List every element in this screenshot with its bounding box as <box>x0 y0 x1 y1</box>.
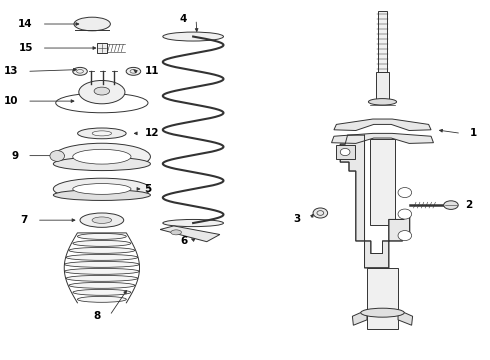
Polygon shape <box>352 310 367 325</box>
Text: 10: 10 <box>4 96 18 106</box>
Circle shape <box>398 209 412 219</box>
Bar <box>376 72 389 101</box>
Ellipse shape <box>73 149 131 164</box>
Ellipse shape <box>50 150 65 161</box>
Ellipse shape <box>443 201 458 210</box>
Text: 2: 2 <box>465 200 472 210</box>
Ellipse shape <box>53 190 150 201</box>
Ellipse shape <box>53 157 150 171</box>
Text: 1: 1 <box>470 129 477 138</box>
Ellipse shape <box>80 213 123 227</box>
Ellipse shape <box>94 87 110 95</box>
Ellipse shape <box>92 217 112 224</box>
Text: 6: 6 <box>180 236 187 246</box>
Text: 13: 13 <box>4 66 18 76</box>
Bar <box>97 43 107 53</box>
Text: 7: 7 <box>21 215 28 225</box>
Ellipse shape <box>73 240 131 246</box>
Ellipse shape <box>368 99 396 105</box>
Ellipse shape <box>73 184 131 194</box>
Ellipse shape <box>171 230 181 235</box>
Ellipse shape <box>73 67 87 75</box>
Ellipse shape <box>66 275 138 281</box>
Bar <box>378 12 387 72</box>
Polygon shape <box>334 119 431 131</box>
Ellipse shape <box>69 282 135 288</box>
Text: 5: 5 <box>145 184 152 194</box>
Ellipse shape <box>73 289 131 295</box>
Text: 4: 4 <box>180 14 187 24</box>
Ellipse shape <box>74 17 110 31</box>
Ellipse shape <box>77 296 126 302</box>
Bar <box>370 139 394 225</box>
Polygon shape <box>398 310 413 325</box>
Ellipse shape <box>65 269 139 274</box>
Ellipse shape <box>361 308 404 317</box>
Ellipse shape <box>126 67 141 75</box>
Ellipse shape <box>77 233 126 239</box>
Ellipse shape <box>69 247 135 253</box>
Text: 14: 14 <box>18 19 33 29</box>
Ellipse shape <box>163 220 223 226</box>
Circle shape <box>398 230 412 240</box>
Text: 9: 9 <box>11 150 18 161</box>
Ellipse shape <box>77 128 126 139</box>
Circle shape <box>398 188 412 198</box>
Text: 15: 15 <box>19 43 33 53</box>
Ellipse shape <box>79 81 125 104</box>
Ellipse shape <box>56 93 148 113</box>
Text: 8: 8 <box>94 311 101 320</box>
Polygon shape <box>340 135 410 268</box>
Bar <box>336 145 355 159</box>
Polygon shape <box>332 134 434 143</box>
Ellipse shape <box>65 261 139 267</box>
Ellipse shape <box>66 255 138 260</box>
Bar <box>367 268 398 329</box>
Text: 12: 12 <box>145 129 159 138</box>
Ellipse shape <box>163 32 223 41</box>
Ellipse shape <box>53 143 150 170</box>
Ellipse shape <box>53 178 150 200</box>
Ellipse shape <box>92 131 112 136</box>
Text: 3: 3 <box>294 215 301 224</box>
Polygon shape <box>160 226 220 242</box>
Circle shape <box>340 148 350 156</box>
Ellipse shape <box>313 208 328 218</box>
Text: 11: 11 <box>145 66 159 76</box>
